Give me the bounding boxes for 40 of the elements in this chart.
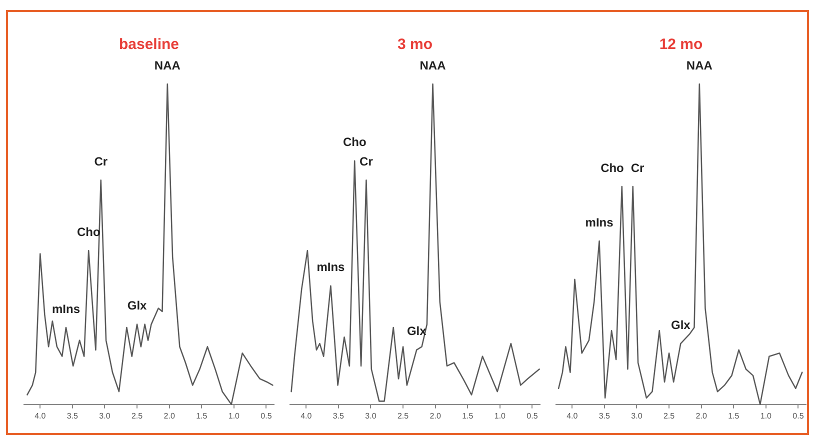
x-tick-label: 2.5	[663, 411, 676, 420]
x-tick-label: 0.5	[260, 411, 272, 420]
x-tick-label: 2.5	[397, 411, 410, 420]
x-tick-label: 1.0	[228, 411, 240, 420]
x-tick-label: 0.5	[792, 411, 804, 420]
x-tick-label: 2.0	[164, 411, 176, 420]
annotation: Cho	[342, 135, 366, 150]
x-tick-label: 3.5	[66, 411, 79, 420]
x-tick-label: 2.5	[131, 411, 144, 420]
annotation: Glx	[127, 298, 148, 313]
chart-title: baseline	[118, 36, 180, 54]
x-tick-label: 1.0	[494, 411, 506, 420]
x-tick-label: 1.5	[462, 411, 474, 420]
x-tick-label: 3.0	[631, 411, 643, 420]
x-tick-label: 2.0	[696, 411, 708, 420]
annotation: NAA	[420, 58, 446, 72]
x-tick-label: 3.5	[598, 411, 611, 420]
annotation: Cr	[360, 154, 374, 168]
x-tick-label: 3.0	[365, 411, 377, 420]
annotation: mIns	[316, 260, 346, 274]
annotation: NAA	[686, 58, 713, 72]
chart-title: 12 mo	[659, 36, 703, 54]
annotation: NAA	[154, 58, 181, 72]
annotation: Cho	[600, 160, 624, 175]
x-tick-label: 4.0	[34, 411, 46, 420]
x-tick-label: 3.5	[332, 411, 345, 420]
annotation: mIns	[585, 215, 614, 230]
x-tick-label: 0.5	[526, 411, 538, 420]
x-tick-label: 4.0	[566, 411, 578, 420]
x-tick-label: 4.0	[300, 411, 312, 420]
annotation: Glx	[671, 318, 691, 332]
x-tick-label: 2.0	[430, 411, 442, 420]
annotation: mIns	[52, 302, 80, 316]
x-tick-label: 3.0	[99, 411, 111, 420]
annotation: Cr	[630, 160, 645, 175]
chart-title: 3 mo	[397, 36, 433, 54]
annotation: Cr	[94, 154, 108, 168]
x-tick-label: 1.5	[196, 411, 208, 420]
x-tick-label: 1.0	[760, 411, 772, 420]
x-tick-label: 1.5	[728, 411, 740, 420]
